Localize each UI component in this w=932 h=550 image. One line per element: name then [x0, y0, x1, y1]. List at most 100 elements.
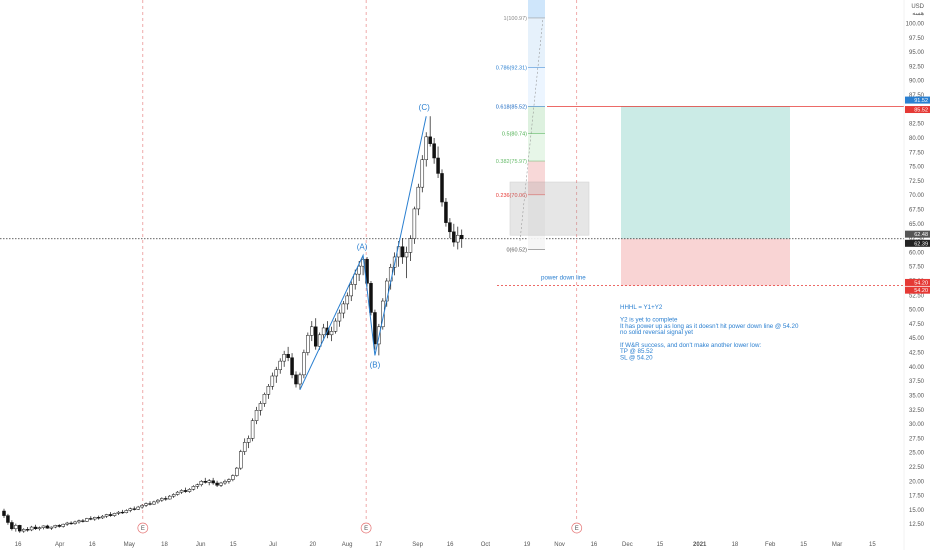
- candle-body: [456, 234, 460, 243]
- y-tick-label: 27.50: [909, 436, 925, 442]
- candle-body: [179, 490, 184, 493]
- price-tag: [905, 286, 930, 294]
- candle-body: [49, 526, 54, 529]
- candle-body: [104, 514, 109, 517]
- candle-body: [262, 394, 267, 404]
- y-tick-label: 72.50: [909, 179, 925, 185]
- x-tick-label: 16: [447, 542, 454, 548]
- candle-body: [18, 525, 22, 532]
- y-tick-label: 92.50: [909, 64, 925, 70]
- candle-body: [333, 320, 338, 332]
- candle-body: [10, 522, 14, 530]
- price-tag: [905, 230, 930, 238]
- y-tick-label: 60.00: [909, 250, 925, 256]
- x-tick-label: Jun: [196, 542, 206, 548]
- candle-body: [250, 420, 255, 439]
- candle-body: [313, 326, 318, 347]
- candle-body: [144, 503, 148, 506]
- candle-body: [124, 510, 129, 514]
- candle-body: [432, 143, 436, 159]
- candle-body: [227, 479, 231, 482]
- fib-level-label: 0.382(75.97): [496, 159, 527, 165]
- candle-body: [242, 442, 247, 452]
- y-tick-label: 65.00: [909, 222, 925, 228]
- abc-wave-line: [299, 116, 427, 390]
- candle-body: [239, 451, 243, 469]
- y-tick-label: 82.50: [909, 122, 925, 128]
- currency-label: USD: [911, 4, 924, 10]
- fib-level-label: 0.618(85.52): [496, 104, 527, 110]
- candle-body: [353, 273, 357, 285]
- candle-body: [231, 475, 235, 480]
- candle-body: [160, 498, 164, 501]
- x-tick-label: May: [124, 542, 135, 548]
- candle-body: [357, 265, 361, 275]
- time-axis[interactable]: 16 Apr 16 May 18 Jun 15 Jul 20 Aug 17 Sep 16 Oct 19 Nov…: [15, 542, 877, 548]
- candle-body: [373, 312, 377, 345]
- candle-body: [148, 503, 152, 505]
- candle-body: [317, 334, 322, 347]
- candle-body: [100, 515, 105, 519]
- y-tick-label: 77.50: [909, 150, 925, 156]
- price-tag-label: 62.48: [914, 232, 928, 238]
- candle-body: [6, 515, 10, 523]
- candle-body: [195, 484, 200, 487]
- wave-b-label: (B): [370, 360, 381, 369]
- candle-body: [14, 525, 18, 530]
- fib-band: [528, 133, 545, 162]
- candle-body: [369, 283, 373, 313]
- y-tick-label: 57.50: [909, 265, 925, 271]
- candle-body: [120, 511, 125, 514]
- range-box: [509, 181, 590, 236]
- earnings-marker: [137, 522, 149, 534]
- x-tick-label: Sep: [412, 542, 423, 548]
- x-tick-label: 16: [15, 542, 22, 548]
- candle-body: [96, 517, 101, 519]
- y-tick-label: 97.50: [909, 36, 925, 42]
- fib-band: [528, 194, 545, 250]
- candle-body: [329, 331, 334, 336]
- candle-body: [459, 234, 464, 239]
- candle-body: [187, 489, 192, 492]
- candle-body: [85, 518, 89, 522]
- fib-level-label: 0.786(92.31): [496, 66, 527, 72]
- candle-body: [93, 517, 97, 520]
- candle-body: [452, 231, 456, 243]
- candle-body: [73, 521, 77, 524]
- note-line: HHHL = Y1+Y2: [620, 304, 663, 311]
- candle-body: [302, 352, 306, 376]
- earnings-marker: [360, 522, 372, 534]
- price-tag: [905, 278, 930, 286]
- candle-body: [424, 136, 428, 160]
- candle-body: [108, 514, 113, 516]
- candle-body: [112, 513, 117, 516]
- y-tick-label: 62.50: [909, 236, 925, 242]
- candle-body: [41, 525, 46, 528]
- x-tick-label: Oct: [481, 542, 491, 548]
- fib-trend-line: [519, 17, 544, 241]
- candle-body: [132, 508, 136, 510]
- x-tick-label: 20: [309, 542, 316, 548]
- wave-a-label: (A): [357, 242, 368, 251]
- candle-body: [89, 518, 93, 520]
- x-tick-label: Nov: [554, 542, 565, 548]
- candle-body: [290, 357, 294, 376]
- price-tag-label: 85.52: [914, 108, 928, 114]
- candle-body: [37, 527, 42, 530]
- candle-body: [365, 259, 369, 284]
- y-tick-label: 30.00: [909, 422, 925, 428]
- x-tick-label: 15: [657, 542, 664, 548]
- candle-body: [345, 295, 350, 305]
- candle-body: [416, 186, 421, 210]
- time-axis-bg[interactable]: [0, 537, 904, 550]
- price-tag: [905, 239, 930, 247]
- fib-extension: 1(100.97) 0.786(92.31) 0.618(85.52) 0.5(80.…: [496, 0, 590, 253]
- candle-body: [306, 335, 310, 353]
- y-tick-label: 67.50: [909, 207, 925, 213]
- price-axis-bg[interactable]: [904, 0, 932, 550]
- y-tick-label: 22.50: [909, 465, 925, 471]
- y-tick-label: 20.00: [909, 479, 925, 485]
- candle-body: [337, 312, 342, 322]
- candle-body: [211, 480, 215, 484]
